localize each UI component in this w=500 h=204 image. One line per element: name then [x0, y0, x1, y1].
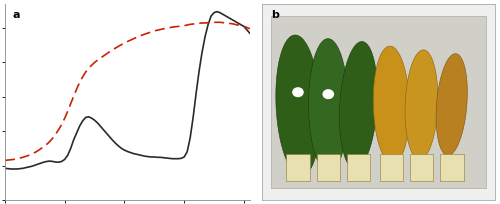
FancyBboxPatch shape: [347, 154, 370, 181]
FancyBboxPatch shape: [316, 154, 340, 181]
Text: a: a: [12, 10, 20, 20]
FancyBboxPatch shape: [286, 154, 310, 181]
Polygon shape: [405, 50, 438, 160]
FancyBboxPatch shape: [271, 16, 486, 188]
Polygon shape: [436, 54, 468, 155]
FancyBboxPatch shape: [380, 154, 403, 181]
Polygon shape: [276, 35, 320, 176]
Polygon shape: [308, 39, 348, 172]
Circle shape: [293, 88, 303, 96]
Circle shape: [323, 90, 334, 99]
Polygon shape: [374, 46, 410, 164]
Text: b: b: [271, 10, 279, 20]
FancyBboxPatch shape: [440, 154, 464, 181]
Polygon shape: [340, 42, 378, 169]
FancyBboxPatch shape: [410, 154, 433, 181]
